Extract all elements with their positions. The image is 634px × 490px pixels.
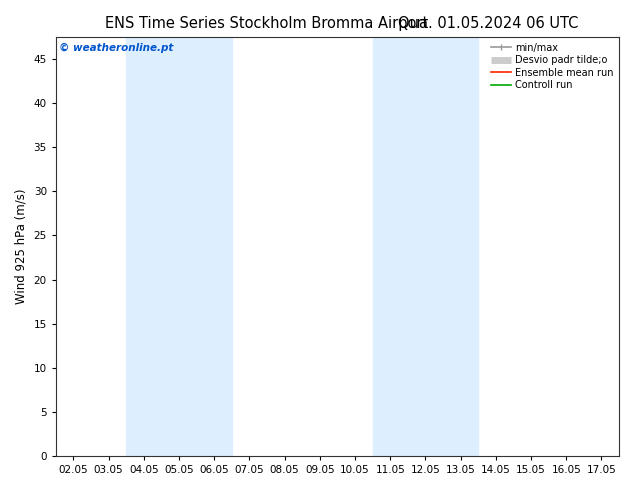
Bar (126, 37, 232, 456)
Bar (373, 37, 478, 456)
Legend: min/max, Desvio padr tilde;o, Ensemble mean run, Controll run: min/max, Desvio padr tilde;o, Ensemble m… (488, 39, 617, 94)
Text: © weatheronline.pt: © weatheronline.pt (59, 43, 173, 53)
Y-axis label: Wind 925 hPa (m/s): Wind 925 hPa (m/s) (15, 189, 28, 304)
Text: ENS Time Series Stockholm Bromma Airport: ENS Time Series Stockholm Bromma Airport (105, 16, 428, 31)
Text: Qua. 01.05.2024 06 UTC: Qua. 01.05.2024 06 UTC (398, 16, 578, 31)
